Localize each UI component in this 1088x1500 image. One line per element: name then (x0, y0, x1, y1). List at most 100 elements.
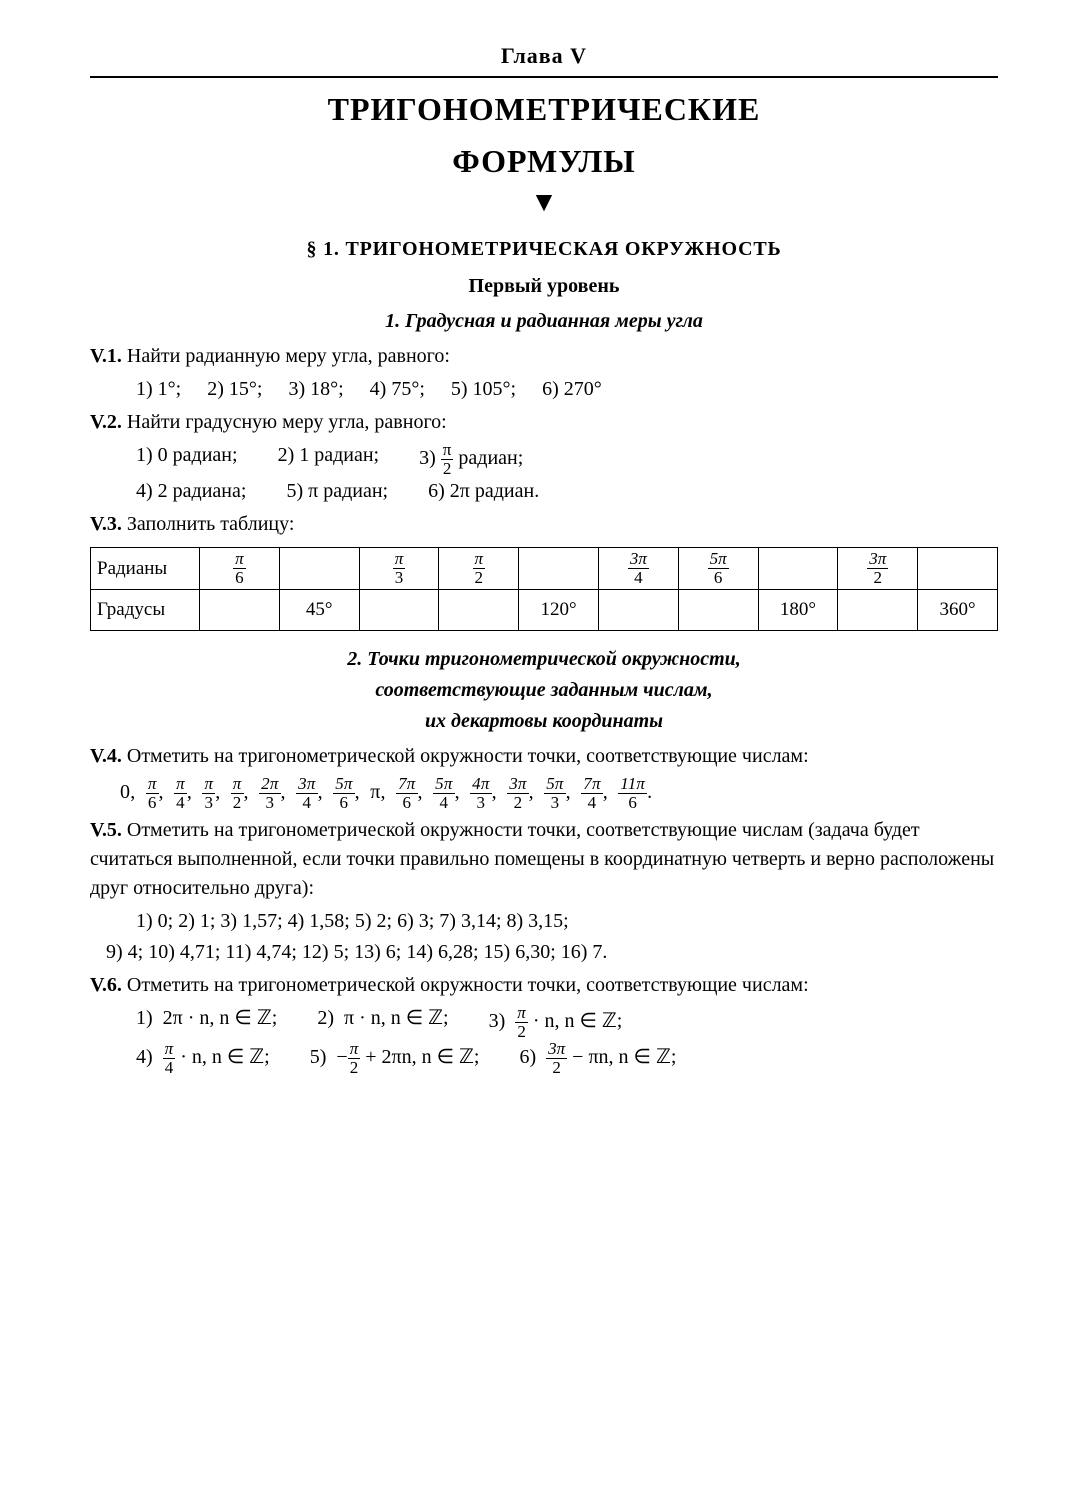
denominator: 6 (396, 794, 417, 812)
fraction: 3π2 (867, 550, 888, 587)
denominator: 4 (433, 794, 454, 812)
fraction: π4 (174, 775, 187, 812)
list-item: 3) 18°; (288, 375, 343, 404)
numerator: 2π (259, 775, 280, 794)
problem-v2: V.2. Найти градусную меру угла, равного: (90, 408, 998, 437)
table-cell (279, 548, 359, 590)
fraction: 2π3 (259, 775, 280, 812)
denominator: 2 (546, 1059, 567, 1077)
v4-list: 0, π6, π4, π3, π2, 2π3, 3π4, 5π6, π, 7π6… (90, 775, 998, 812)
numerator: π (393, 550, 406, 569)
denominator: 3 (470, 794, 491, 812)
v5-line1: 1) 0; 2) 1; 3) 1,57; 4) 1,58; 5) 2; 6) 3… (90, 907, 998, 936)
fraction: π6 (146, 775, 159, 812)
table-cell (200, 590, 280, 631)
table-row: Градусы45°120°180°360° (91, 590, 998, 631)
fraction: 3π2 (507, 775, 528, 812)
subsection-2-title-l3: их декартовы координаты (90, 707, 998, 736)
row-label: Градусы (91, 590, 200, 631)
list-item: 4) π4 · n, n ∈ ℤ; (136, 1040, 270, 1077)
list-item: 6) 2π радиан. (428, 477, 539, 506)
list-item: 6) 3π2 − πn, n ∈ ℤ; (519, 1040, 676, 1077)
numerator: 3π (628, 550, 649, 569)
numerator: 5π (333, 775, 354, 794)
table-cell (758, 548, 838, 590)
table-cell (439, 590, 519, 631)
denominator: 2 (507, 794, 528, 812)
list-item: 5) π радиан; (286, 477, 388, 506)
fraction: 3π4 (628, 550, 649, 587)
table-cell: π2 (439, 548, 519, 590)
fraction: 3π2 (546, 1040, 567, 1077)
problem-text: Найти градусную меру угла, равного: (127, 411, 447, 433)
numerator: 3π (546, 1040, 567, 1059)
fraction: π4 (163, 1040, 176, 1077)
divider (90, 76, 998, 78)
v2-row2: 4) 2 радиана; 5) π радиан; 6) 2π радиан. (90, 477, 998, 506)
problem-v4: V.4. Отметить на тригонометрической окру… (90, 742, 998, 771)
numerator: 3π (296, 775, 317, 794)
numerator: π (515, 1004, 528, 1023)
list-item: 1) 2π · n, n ∈ ℤ; (136, 1004, 277, 1041)
main-title-line2: ФОРМУЛЫ (90, 138, 998, 184)
numerator: 7π (396, 775, 417, 794)
numerator: π (233, 550, 246, 569)
problem-v5: V.5. Отметить на тригонометрической окру… (90, 816, 998, 903)
table-cell: 180° (758, 590, 838, 631)
fraction: π3 (393, 550, 406, 587)
problem-v6: V.6. Отметить на тригонометрической окру… (90, 971, 998, 1000)
subsection-2-title-l1: 2. Точки тригонометрической окружности, (90, 645, 998, 674)
fraction: 4π3 (470, 775, 491, 812)
v2-row1: 1) 0 радиан; 2) 1 радиан; 3) π2 радиан; (90, 441, 998, 478)
denominator: 4 (163, 1059, 176, 1077)
problem-number: V.1. (90, 345, 122, 367)
level-title: Первый уровень (90, 272, 998, 301)
denominator: 3 (259, 794, 280, 812)
problem-text: Найти радианную меру угла, равного: (127, 345, 450, 367)
subsection-2-title-l2: соответствующие заданным числам, (90, 676, 998, 705)
denominator: 2 (867, 569, 888, 587)
problem-number: V.2. (90, 411, 122, 433)
numerator: 4π (470, 775, 491, 794)
table-cell (519, 548, 599, 590)
numerator: π (163, 1040, 176, 1059)
problem-number: V.4. (90, 745, 122, 767)
list-item: 2) π · n, n ∈ ℤ; (317, 1004, 448, 1041)
denominator: 4 (581, 794, 602, 812)
table-cell: 3π2 (838, 548, 918, 590)
problem-number: V.5. (90, 819, 122, 841)
table-cell: 5π6 (678, 548, 758, 590)
denominator: 6 (618, 794, 647, 812)
denominator: 2 (231, 794, 244, 812)
problem-number: V.3. (90, 513, 122, 535)
problem-text: Отметить на тригонометрической окружност… (90, 819, 994, 899)
denominator: 6 (146, 794, 159, 812)
numerator: 5π (544, 775, 565, 794)
fraction: π2 (473, 550, 486, 587)
denominator: 6 (708, 569, 729, 587)
list-item: 2) 1 радиан; (278, 441, 380, 478)
numerator: π (202, 775, 215, 794)
numerator: π (146, 775, 159, 794)
denominator: 2 (441, 460, 454, 478)
table-row: Радианыπ6π3π23π45π63π2 (91, 548, 998, 590)
denominator: 6 (333, 794, 354, 812)
table-cell: 360° (918, 590, 998, 631)
fraction: 5π6 (708, 550, 729, 587)
denominator: 4 (174, 794, 187, 812)
numerator: π (231, 775, 244, 794)
problem-number: V.6. (90, 974, 122, 996)
list-item: 6) 270° (542, 375, 602, 404)
fraction: π6 (233, 550, 246, 587)
denominator: 4 (628, 569, 649, 587)
fraction: π2 (231, 775, 244, 812)
numerator: 7π (581, 775, 602, 794)
fraction: π2 (348, 1040, 361, 1077)
table-cell: 120° (519, 590, 599, 631)
fraction: 7π4 (581, 775, 602, 812)
numerator: 5π (708, 550, 729, 569)
numerator: π (348, 1040, 361, 1059)
v5-line2: 9) 4; 10) 4,71; 11) 4,74; 12) 5; 13) 6; … (90, 938, 998, 967)
problem-v3: V.3. Заполнить таблицу: (90, 510, 998, 539)
numerator: 5π (433, 775, 454, 794)
